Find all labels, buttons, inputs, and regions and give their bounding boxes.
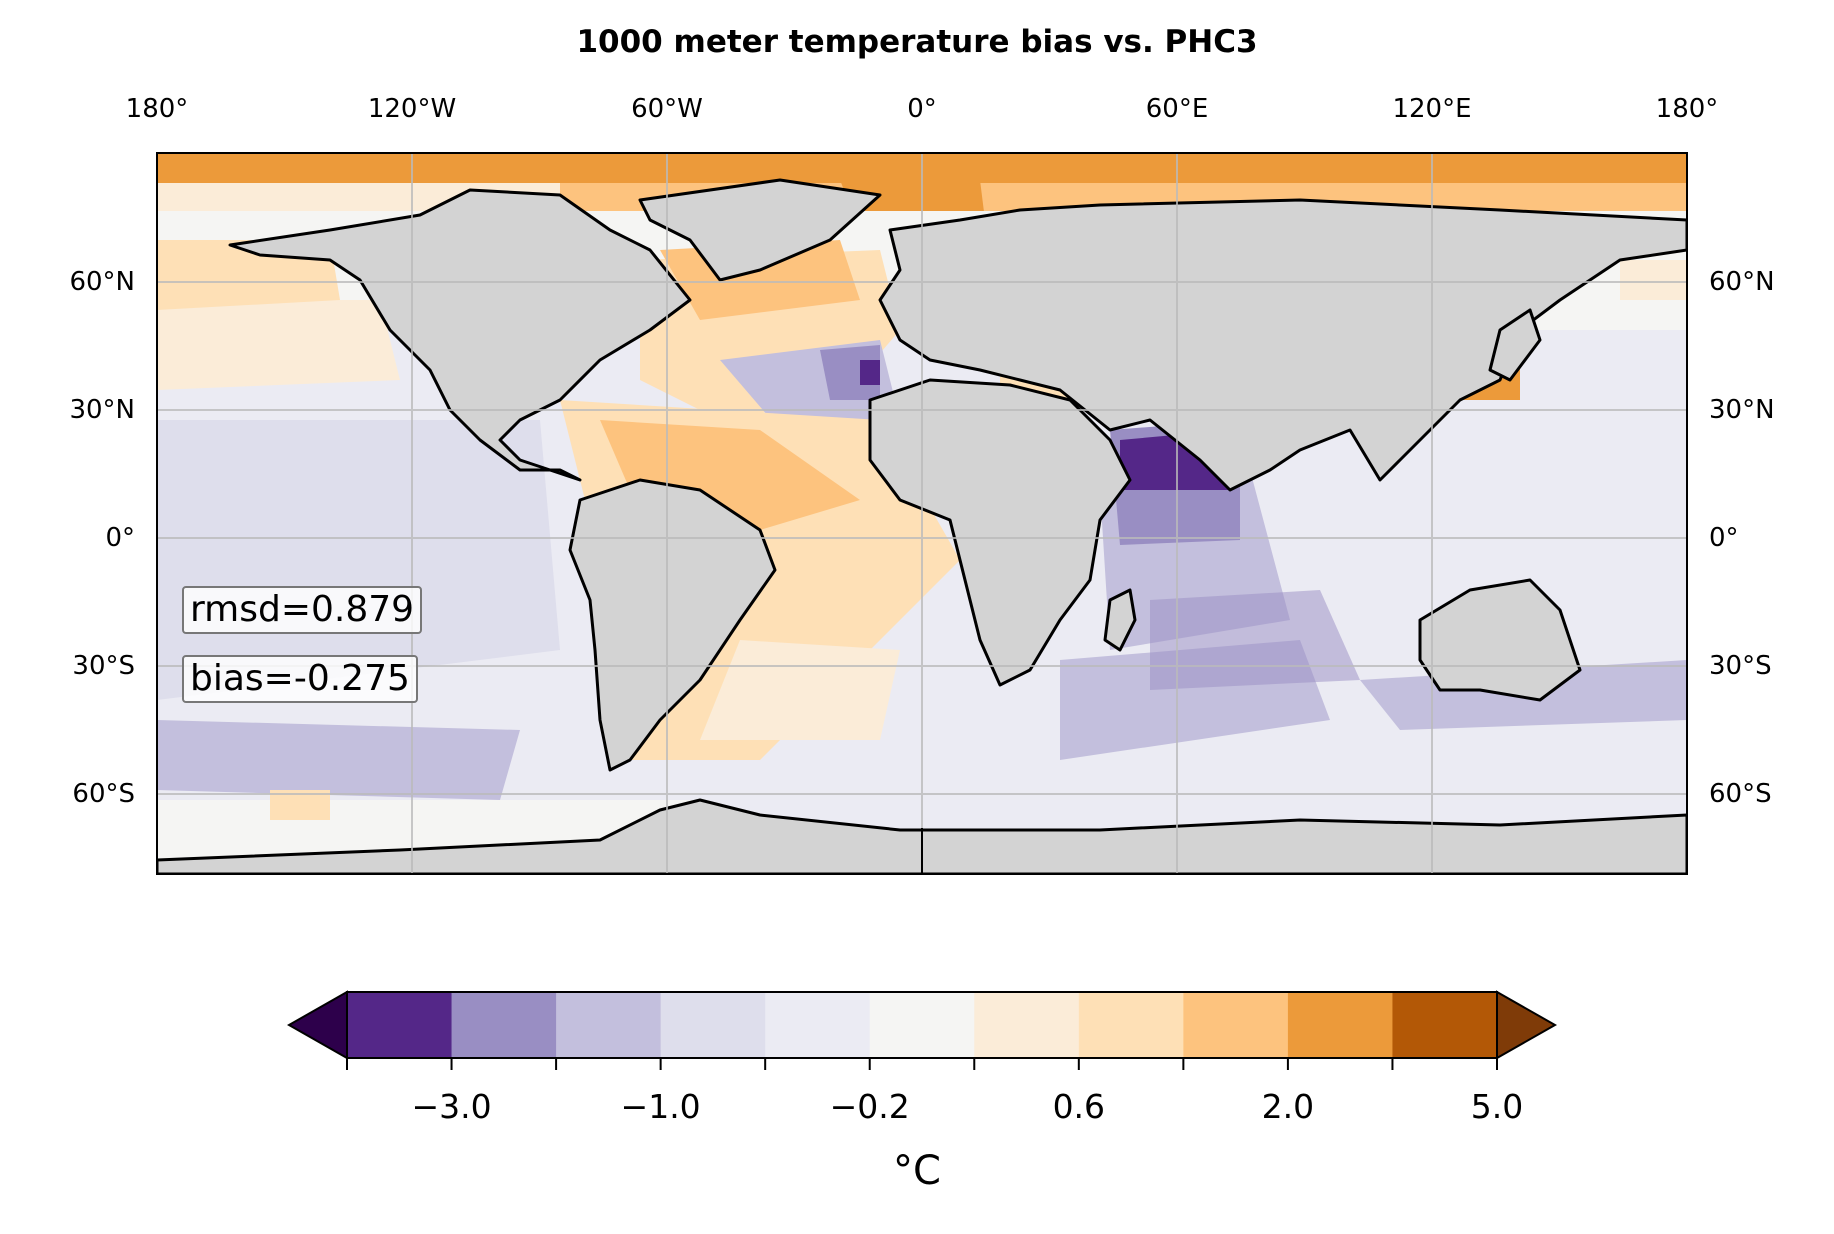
colorbar-segment xyxy=(1078,992,1184,1058)
land-masses xyxy=(157,178,1687,874)
colorbar-label: °C xyxy=(893,1148,941,1194)
greenland xyxy=(638,178,882,282)
colorbar-segment xyxy=(1392,992,1498,1058)
north-america xyxy=(228,188,692,482)
bias-label: bias=-0.275 xyxy=(182,655,418,703)
latitude-tick-label-right: 60°S xyxy=(1709,779,1772,809)
map-panel xyxy=(157,153,1687,874)
colorbar-tick-label: 5.0 xyxy=(1470,1087,1524,1126)
longitude-tick-label: 60°E xyxy=(1145,94,1209,124)
africa xyxy=(868,378,1132,687)
colorbar-segment xyxy=(451,992,557,1058)
colorbar-frame xyxy=(346,991,1498,1059)
latitude-tick-label-right: 60°N xyxy=(1709,267,1775,297)
longitude-tick-label: 180° xyxy=(125,94,189,124)
south-america xyxy=(568,478,777,772)
gridlines xyxy=(157,153,1687,874)
latitude-tick-label-left: 30°N xyxy=(69,395,135,425)
colorbar-tick-label: −3.0 xyxy=(411,1087,492,1126)
longitude-tick-label: 120°W xyxy=(367,94,457,124)
eurasia xyxy=(878,198,1687,492)
colorbar-segment xyxy=(765,992,871,1058)
colorbar-segment xyxy=(556,992,662,1058)
latitude-tick-label-left: 30°S xyxy=(72,651,135,681)
latitude-tick-label-right: 30°N xyxy=(1709,395,1775,425)
colorbar-tick-label: 0.6 xyxy=(1052,1087,1106,1126)
map-frame xyxy=(156,152,1688,875)
colorbar-tick-label: −0.2 xyxy=(829,1087,910,1126)
colorbar-extend-high xyxy=(1496,990,1558,1060)
latitude-tick-label-right: 0° xyxy=(1709,523,1739,553)
latitude-tick-label-right: 30°S xyxy=(1709,651,1772,681)
longitude-tick-label: 0° xyxy=(907,94,937,124)
longitude-tick-label: 60°W xyxy=(631,94,703,124)
colorbar-segment xyxy=(660,992,766,1058)
latitude-tick-label-left: 0° xyxy=(105,523,135,553)
longitude-tick-label: 180° xyxy=(1655,94,1719,124)
colorbar xyxy=(286,990,1558,1070)
colorbar-segment xyxy=(1287,992,1393,1058)
rmsd-label: rmsd=0.879 xyxy=(182,586,423,634)
colorbar-segment xyxy=(347,992,453,1058)
japan xyxy=(1488,308,1542,382)
colorbar-segment xyxy=(1183,992,1289,1058)
madagascar xyxy=(1103,588,1137,652)
colorbar-segment xyxy=(869,992,975,1058)
australia xyxy=(1418,578,1582,702)
chart-title: 1000 meter temperature bias vs. PHC3 xyxy=(576,24,1258,60)
longitude-tick-label: 120°E xyxy=(1392,94,1472,124)
colorbar-tick-label: −1.0 xyxy=(620,1087,701,1126)
colorbar-extend-low xyxy=(286,990,348,1060)
latitude-tick-label-left: 60°N xyxy=(69,267,135,297)
colorbar-segment xyxy=(974,992,1080,1058)
latitude-tick-label-left: 60°S xyxy=(72,779,135,809)
colorbar-tick-label: 2.0 xyxy=(1261,1087,1315,1126)
